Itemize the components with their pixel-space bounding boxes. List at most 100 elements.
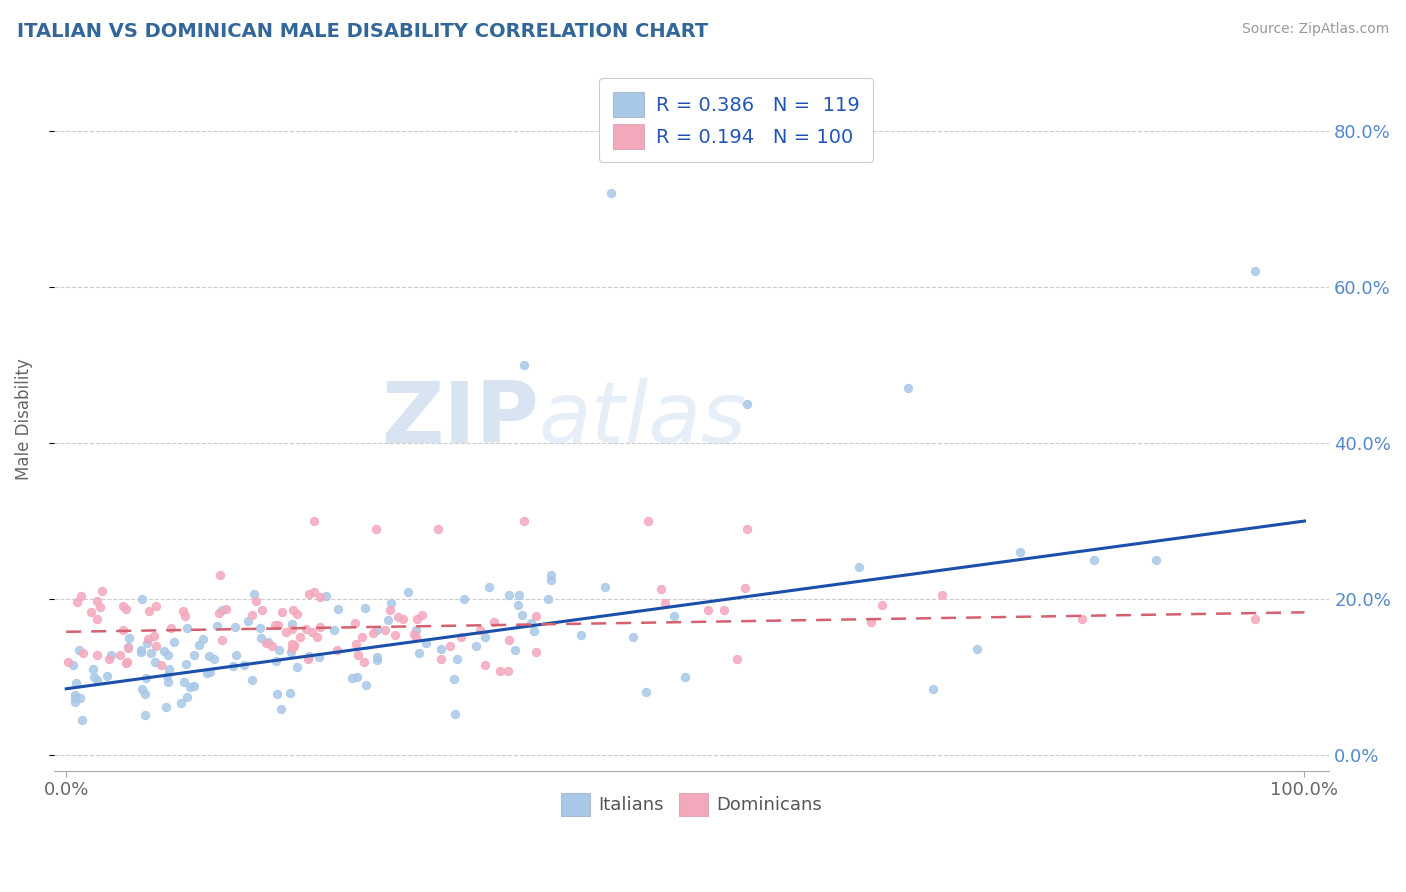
Point: [1244, 264, 1267, 278]
Point: [468, 623, 491, 637]
Point: [295, 622, 318, 636]
Point: [142, 630, 165, 644]
Point: [72, 713, 94, 727]
Point: [281, 603, 304, 617]
Y-axis label: Male Disability: Male Disability: [15, 359, 32, 481]
Point: [233, 658, 256, 673]
Point: [308, 620, 330, 634]
Point: [197, 649, 219, 664]
Point: [179, 681, 201, 695]
Point: [129, 645, 152, 659]
Text: Source: ZipAtlas.com: Source: ZipAtlas.com: [1241, 22, 1389, 37]
Point: [343, 616, 366, 631]
Point: [80, 605, 103, 619]
Point: [384, 628, 406, 642]
Point: [411, 607, 433, 622]
Point: [443, 672, 465, 686]
Point: [58, 656, 80, 670]
Point: [474, 657, 496, 672]
Point: [353, 655, 375, 669]
Point: [86, 673, 108, 688]
Point: [266, 687, 288, 701]
Point: [513, 358, 536, 372]
Point: [174, 657, 197, 671]
Point: [281, 617, 304, 632]
Point: [1144, 553, 1167, 567]
Point: [636, 685, 658, 699]
Point: [524, 645, 547, 659]
Point: [270, 605, 292, 619]
Point: [257, 635, 280, 649]
Point: [404, 626, 426, 640]
Point: [86, 648, 108, 663]
Point: [446, 651, 468, 665]
Point: [211, 633, 233, 648]
Point: [205, 619, 228, 633]
Point: [430, 642, 453, 657]
Point: [96, 669, 118, 683]
Point: [347, 648, 370, 662]
Point: [482, 615, 505, 629]
Point: [117, 655, 139, 669]
Point: [156, 648, 179, 662]
Point: [664, 608, 686, 623]
Point: [65, 676, 87, 690]
Point: [191, 632, 214, 646]
Text: atlas: atlas: [538, 378, 747, 461]
Point: [245, 594, 267, 608]
Point: [498, 588, 520, 602]
Point: [439, 639, 461, 653]
Point: [159, 621, 181, 635]
Point: [309, 590, 332, 604]
Point: [155, 699, 177, 714]
Point: [297, 649, 319, 664]
Point: [366, 623, 388, 637]
Point: [208, 568, 231, 582]
Point: [524, 608, 547, 623]
Point: [195, 665, 218, 680]
Point: [489, 664, 512, 678]
Point: [63, 690, 86, 705]
Point: [713, 603, 735, 617]
Point: [63, 695, 86, 709]
Point: [593, 580, 616, 594]
Point: [131, 592, 153, 607]
Point: [215, 602, 238, 616]
Point: [510, 608, 533, 623]
Point: [156, 675, 179, 690]
Point: [222, 658, 245, 673]
Point: [922, 681, 945, 696]
Point: [117, 640, 139, 655]
Point: [145, 639, 167, 653]
Point: [478, 580, 501, 594]
Point: [523, 624, 546, 638]
Point: [697, 603, 720, 617]
Point: [378, 603, 401, 617]
Point: [86, 612, 108, 626]
Point: [297, 652, 319, 666]
Point: [374, 623, 396, 637]
Point: [62, 658, 84, 673]
Point: [735, 522, 758, 536]
Point: [508, 589, 530, 603]
Point: [98, 652, 121, 666]
Point: [260, 640, 283, 654]
Point: [264, 654, 287, 668]
Point: [361, 625, 384, 640]
Point: [267, 643, 290, 657]
Point: [364, 522, 387, 536]
Point: [408, 646, 430, 660]
Point: [264, 618, 287, 632]
Point: [350, 630, 373, 644]
Point: [308, 650, 330, 665]
Point: [224, 620, 246, 634]
Point: [249, 621, 271, 635]
Point: [405, 623, 427, 637]
Point: [673, 670, 696, 684]
Point: [342, 671, 364, 685]
Point: [346, 670, 368, 684]
Point: [426, 522, 449, 536]
Point: [176, 621, 198, 635]
Point: [152, 644, 174, 658]
Point: [202, 652, 225, 666]
